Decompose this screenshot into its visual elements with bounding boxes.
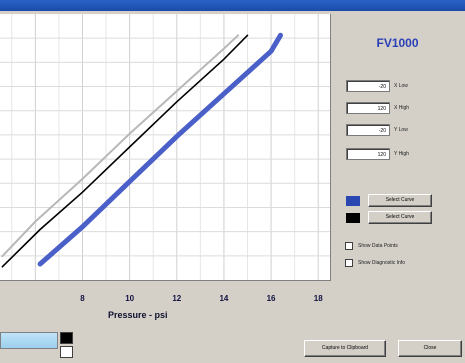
show-data-points-checkbox[interactable] — [345, 242, 353, 250]
x-tick-label: 8 — [80, 294, 85, 303]
close-button[interactable]: Close — [398, 340, 462, 357]
plot-area — [0, 14, 331, 281]
select-curve-button-1[interactable]: Select Curve — [368, 194, 432, 207]
y-low-label: Y Low — [394, 127, 408, 133]
capture-to-clipboard-button[interactable]: Capture to Clipboard — [304, 340, 386, 357]
y-high-label: Y High — [394, 151, 409, 157]
x-high-field[interactable]: 120 — [346, 102, 390, 114]
curve-color-swatch-black — [346, 213, 360, 223]
chart-svg — [0, 14, 330, 280]
x-tick-label: 14 — [219, 294, 229, 303]
y-low-field[interactable]: -20 — [346, 124, 390, 136]
select-curve-button-2[interactable]: Select Curve — [368, 211, 432, 224]
x-low-label: X Low — [394, 83, 408, 89]
x-tick-label: 12 — [172, 294, 182, 303]
show-diagnostic-info-checkbox[interactable] — [345, 259, 353, 267]
x-tick-label: 16 — [266, 294, 276, 303]
flag-icon[interactable] — [60, 332, 73, 344]
x-tick-label: 18 — [313, 294, 323, 303]
show-diagnostic-info-label: Show Diagnostic Info — [358, 260, 405, 266]
x-axis-title: Pressure - psi — [108, 310, 168, 320]
y-high-field[interactable]: 120 — [346, 148, 390, 160]
series-line-3 — [37, 32, 283, 267]
show-data-points-label: Show Data Points — [358, 243, 398, 249]
status-field — [0, 332, 58, 349]
x-tick-label: 10 — [125, 294, 135, 303]
series-line-2 — [1, 34, 249, 268]
product-title: FV1000 — [376, 36, 419, 50]
series-line-1 — [1, 34, 240, 258]
curve-color-swatch-blue — [346, 196, 360, 206]
window-title-bar — [0, 0, 465, 11]
x-low-field[interactable]: -20 — [346, 80, 390, 92]
x-high-label: X High — [394, 105, 410, 111]
pin-icon[interactable] — [60, 346, 73, 358]
